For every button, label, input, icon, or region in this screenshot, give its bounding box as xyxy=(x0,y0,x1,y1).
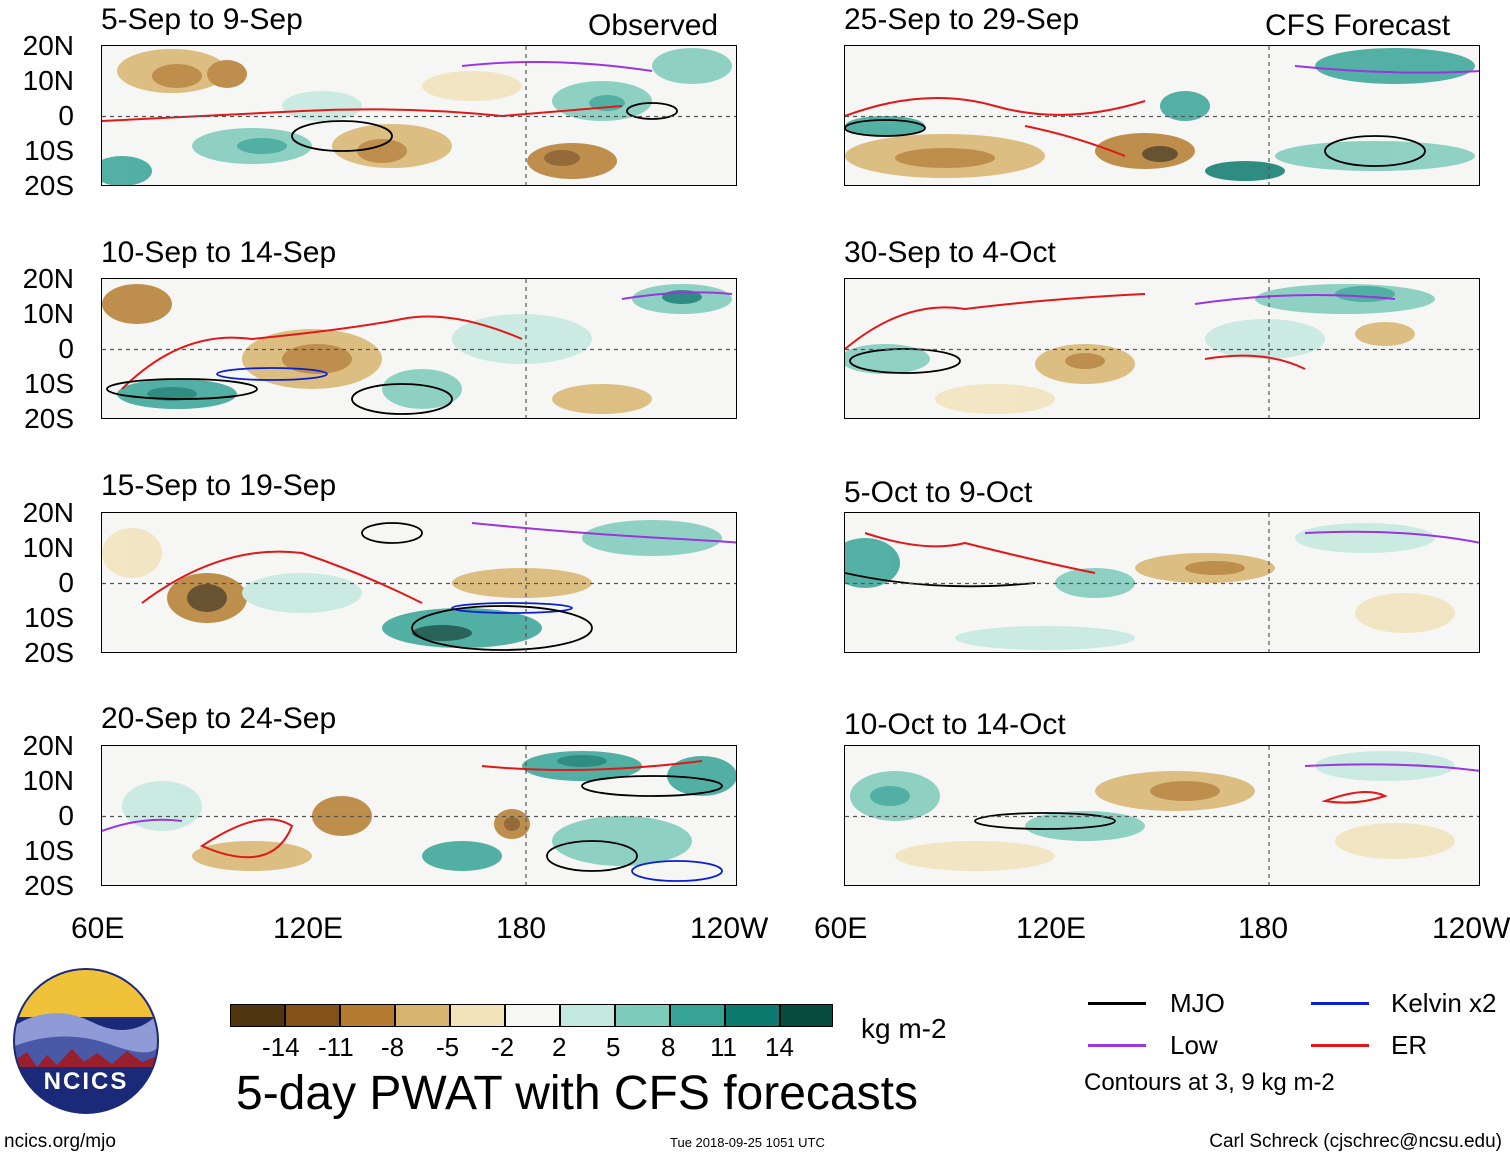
pwat-field xyxy=(845,513,1479,652)
lat-label: 20N xyxy=(22,497,74,528)
colorbar-swatch xyxy=(450,1004,505,1027)
pwat-field xyxy=(845,46,1479,185)
colorbar-swatch xyxy=(670,1004,725,1027)
colorbar-swatch xyxy=(780,1004,833,1027)
lon-label: 120W xyxy=(690,912,769,945)
lat-label: 10N xyxy=(22,532,74,563)
map-panel-7 xyxy=(844,512,1480,653)
panel-title-2: 10-Sep to 14-Sep xyxy=(101,236,337,269)
legend-label-er: ER xyxy=(1391,1030,1428,1060)
lat-label: 20S xyxy=(24,170,74,201)
map-panel-8 xyxy=(844,745,1480,886)
lat-label: 10S xyxy=(24,835,74,866)
map-panel-4 xyxy=(101,745,737,886)
legend-line-mjo xyxy=(1088,1002,1146,1005)
panel-title-1: 5-Sep to 9-Sep xyxy=(101,3,303,36)
map-panel-2 xyxy=(101,278,737,419)
pwat-field xyxy=(845,279,1479,418)
colorbar-swatch xyxy=(230,1004,285,1027)
timestamp: Tue 2018-09-25 1051 UTC xyxy=(670,1135,825,1150)
panel-title-6: 30-Sep to 4-Oct xyxy=(844,236,1056,269)
credit: Carl Schreck (cjschrec@ncsu.edu) xyxy=(1209,1131,1502,1152)
colorbar-tick-label: -11 xyxy=(318,1032,354,1062)
lon-label: 60E xyxy=(71,912,125,945)
lat-label: 10S xyxy=(24,602,74,633)
legend-line-low xyxy=(1088,1044,1146,1047)
lat-label: 0 xyxy=(58,100,74,131)
website-link[interactable]: ncics.org/mjo xyxy=(4,1131,116,1152)
lat-label: 10N xyxy=(22,65,74,96)
lat-label: 0 xyxy=(58,333,74,364)
lon-label: 60E xyxy=(814,912,868,945)
panel-title-7: 5-Oct to 9-Oct xyxy=(844,476,1033,509)
colorbar-tick-label: 11 xyxy=(710,1032,737,1062)
main-title: 5-day PWAT with CFS forecasts xyxy=(236,1067,918,1120)
panel-title-4: 20-Sep to 24-Sep xyxy=(101,702,337,735)
legend-label-kelvin: Kelvin x2 xyxy=(1391,988,1497,1018)
legend-label-mjo: MJO xyxy=(1170,988,1225,1018)
map-panel-5 xyxy=(844,45,1480,186)
map-panel-1 xyxy=(101,45,737,186)
pwat-field xyxy=(102,46,736,185)
panel-title-5: 25-Sep to 29-Sep xyxy=(844,3,1080,36)
logo-text: NCICS xyxy=(43,1068,129,1095)
colorbar-tick-label: 2 xyxy=(552,1032,567,1062)
colorbar-swatch xyxy=(285,1004,340,1027)
colorbar-tick-label: 8 xyxy=(661,1032,676,1062)
legend-label-low: Low xyxy=(1170,1030,1218,1060)
colorbar-swatch xyxy=(725,1004,780,1027)
lat-label: 20S xyxy=(24,403,74,434)
pwat-field xyxy=(102,746,736,885)
legend-note: Contours at 3, 9 kg m-2 xyxy=(1084,1069,1335,1096)
lon-label: 120E xyxy=(1016,912,1087,945)
ncics-logo: NCICS xyxy=(12,967,160,1115)
colorbar-tick-label: 14 xyxy=(765,1032,794,1062)
lat-label: 20N xyxy=(22,730,74,761)
lat-label: 20N xyxy=(22,263,74,294)
colorbar-tick-label: 5 xyxy=(606,1032,621,1062)
lon-label: 180 xyxy=(1238,912,1289,945)
colorbar-tick-label: -2 xyxy=(491,1032,515,1062)
lat-label: 0 xyxy=(58,800,74,831)
pwat-field xyxy=(845,746,1479,885)
map-panel-3 xyxy=(101,512,737,653)
colorbar-swatch xyxy=(340,1004,395,1027)
lat-label: 10N xyxy=(22,298,74,329)
lon-label: 120E xyxy=(273,912,344,945)
colorbar-swatch xyxy=(560,1004,615,1027)
colorbar-swatch xyxy=(395,1004,450,1027)
lat-label: 0 xyxy=(58,567,74,598)
pwat-field xyxy=(102,279,736,418)
panel-title-8: 10-Oct to 14-Oct xyxy=(844,708,1066,741)
panel-title-3: 15-Sep to 19-Sep xyxy=(101,469,337,502)
colorbar-swatch xyxy=(615,1004,670,1027)
observed-label: Observed xyxy=(588,9,719,42)
colorbar-tick-label: -5 xyxy=(436,1032,460,1062)
legend-line-kelvin xyxy=(1311,1002,1369,1005)
colorbar-tick-label: -8 xyxy=(381,1032,405,1062)
lat-label: 10S xyxy=(24,135,74,166)
lon-label: 180 xyxy=(496,912,547,945)
lon-label: 120W xyxy=(1432,912,1510,945)
lat-label: 20S xyxy=(24,637,74,668)
colorbar-tick-label: -14 xyxy=(262,1032,300,1062)
lat-label: 10N xyxy=(22,765,74,796)
map-panel-6 xyxy=(844,278,1480,419)
lat-label: 20N xyxy=(22,30,74,61)
colorbar-swatch xyxy=(505,1004,560,1027)
pwat-field xyxy=(102,513,736,652)
lat-label: 20S xyxy=(24,870,74,901)
lat-label: 10S xyxy=(24,368,74,399)
legend-line-er xyxy=(1311,1044,1369,1047)
colorbar-units: kg m-2 xyxy=(861,1013,947,1044)
cfs-forecast-label: CFS Forecast xyxy=(1265,9,1451,42)
